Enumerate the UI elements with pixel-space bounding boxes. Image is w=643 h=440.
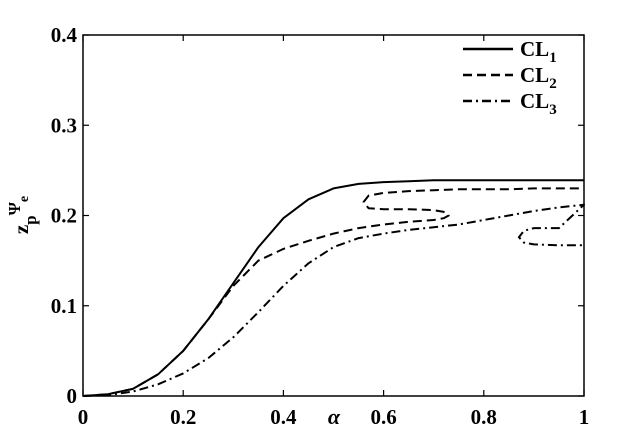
x-tick-label: 0.6 — [370, 405, 396, 429]
x-tick-label: 0.4 — [270, 405, 297, 429]
x-tick-label: 0 — [78, 405, 89, 429]
y-tick-label: 0.3 — [51, 113, 77, 137]
y-tick-label: 0.1 — [51, 294, 77, 318]
x-tick-label: 0.2 — [170, 405, 196, 429]
y-axis-label: zpΨe — [5, 196, 40, 234]
series-line-cl1 — [82, 179, 584, 397]
legend: CL1 CL2 CL3 — [463, 37, 557, 118]
y-tick-label: 0.4 — [51, 23, 78, 47]
legend-label-cl1: CL1 — [520, 37, 557, 66]
series-lines — [82, 179, 585, 397]
y-tick-label: 0.2 — [51, 204, 77, 228]
axis-ticks: 0 0.2 0.4 0.6 0.8 1 0 0.1 0.2 0.3 0.4 — [51, 23, 590, 429]
x-axis-label: α — [328, 404, 341, 429]
legend-label-cl3-sub: 3 — [549, 102, 557, 118]
svg-text:zpΨe: zpΨe — [5, 196, 40, 234]
legend-label-cl1-sub: 1 — [549, 50, 557, 66]
series-line-cl2 — [82, 187, 584, 397]
legend-label-cl1-name: CL — [520, 37, 549, 61]
x-tick-label: 1 — [579, 405, 590, 429]
y-axis-label-sub: p — [21, 215, 40, 224]
legend-label-cl2-name: CL — [520, 63, 549, 87]
series-line-cl3 — [82, 203, 585, 397]
legend-label-cl3-name: CL — [520, 89, 549, 113]
legend-label-cl2-sub: 2 — [549, 76, 557, 92]
y-tick-label: 0 — [67, 384, 78, 408]
y-axis-label-sup-sub: e — [17, 196, 32, 202]
legend-label-cl2: CL2 — [520, 63, 557, 92]
legend-label-cl3: CL3 — [520, 89, 557, 118]
y-axis-label-base: z — [9, 225, 33, 234]
x-tick-label: 0.8 — [471, 405, 497, 429]
y-axis-label-sup: Ψ — [5, 201, 24, 215]
